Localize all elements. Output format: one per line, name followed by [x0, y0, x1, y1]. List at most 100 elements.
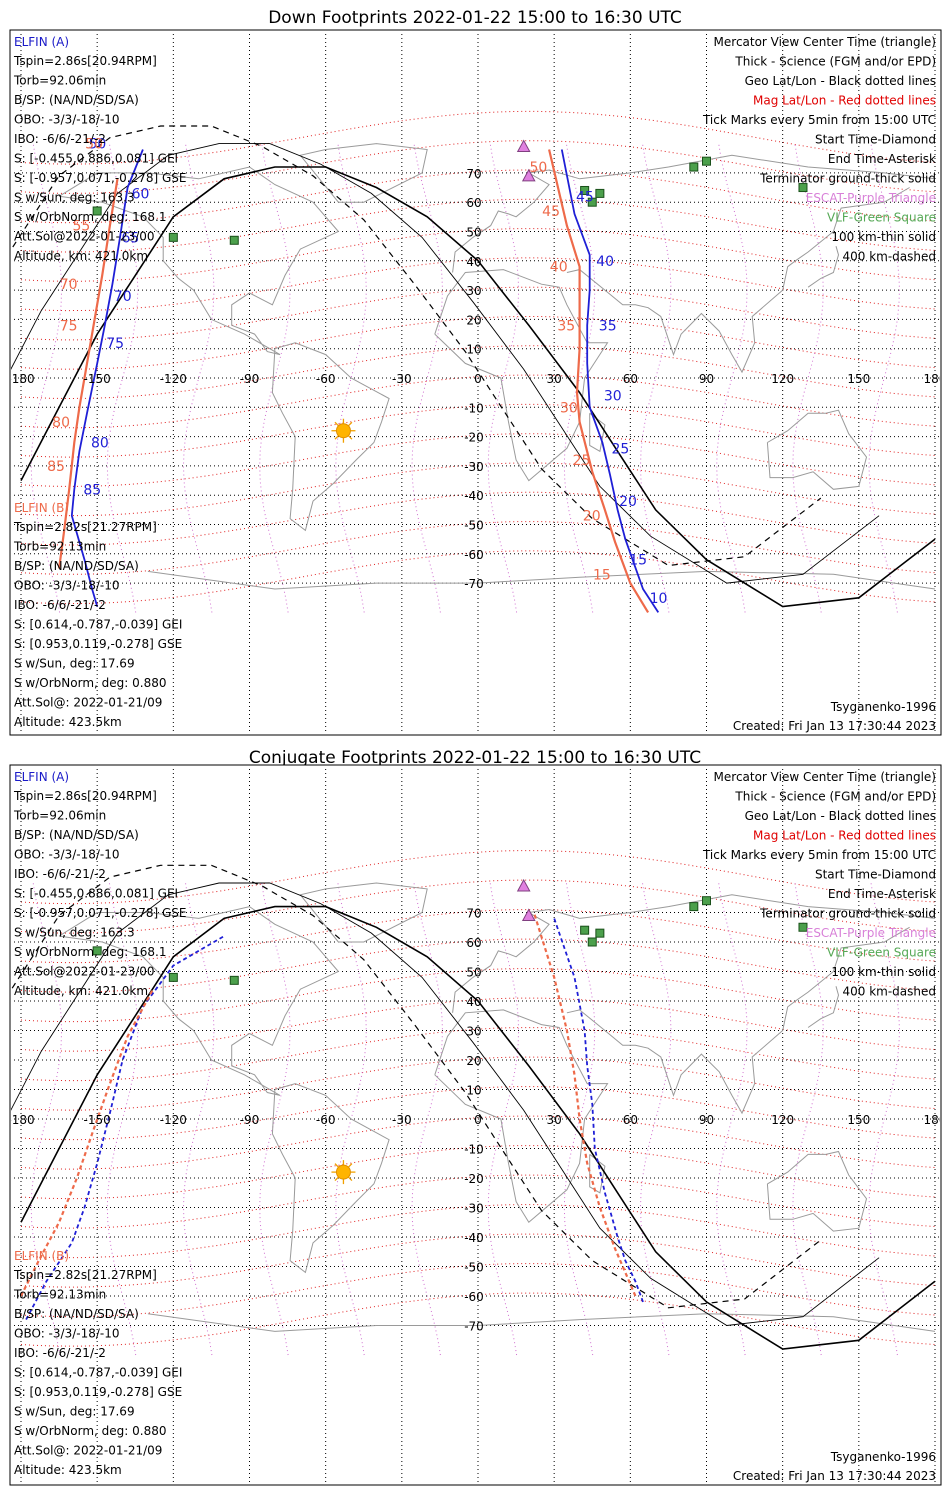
elfin-b-line: Tspin=2.82s[21.27RPM]	[13, 1268, 157, 1282]
map-area: 10 15 20 25 30 35 40 45 50 60 65 70 75 80 85 15 20 25 30 35…	[7, 31, 947, 734]
elfin-a-line: Altitude, km: 421.0km	[14, 249, 148, 263]
tick-label-b: 85	[47, 459, 65, 475]
panel-conj: Conjugate Footprints 2022-01-22 15:00 to…	[7, 748, 942, 1486]
mag-lon-line	[639, 882, 672, 1356]
mag-lon-line	[792, 143, 824, 613]
tick-label-b: 45	[542, 204, 560, 220]
sun-icon	[331, 418, 356, 443]
y-tick-label: 30	[466, 1025, 481, 1039]
escat-triangle	[516, 139, 531, 153]
mag-lat-line	[20, 433, 936, 487]
x-tick-label: 150	[847, 1113, 870, 1127]
mag-lat-line	[20, 1204, 936, 1259]
legend-entry: Geo Lat/Lon - Black dotted lines	[745, 809, 936, 823]
coastline	[807, 246, 840, 288]
elfin-b-info: ELFIN (B) Tspin=2.82s[21.27RPM] Torb=92.13…	[13, 1249, 182, 1477]
mag-lon-line	[716, 882, 748, 1356]
x-tick-label: 60	[623, 1113, 638, 1127]
orbit-track-a	[553, 918, 644, 1303]
sun-icon	[331, 1160, 356, 1185]
x-tick-label: -180	[7, 1113, 34, 1127]
vlf-square	[702, 896, 711, 906]
elfin-b-line: S w/OrbNorm, deg: 0.880	[14, 1424, 166, 1438]
mag-lon-line	[487, 882, 520, 1356]
legend-entry: Mag Lat/Lon - Red dotted lines	[753, 829, 936, 843]
elfin-a-line: S w/Sun, deg: 163.3	[14, 926, 135, 940]
terminator-400km	[11, 864, 822, 1309]
elfin-b-line: S w/Sun, deg: 17.69	[14, 657, 135, 671]
tick-label-a: 85	[83, 482, 101, 498]
y-tick-label: -60	[464, 548, 484, 562]
legend-entry: Start Time-Diamond	[815, 133, 936, 147]
tick-label-b: 55	[72, 219, 90, 235]
y-tick-label: -20	[464, 1172, 484, 1186]
legend-entry: Mercator View Center Time (triangle)	[714, 35, 936, 49]
legend-entry: End Time-Asterisk	[828, 152, 936, 166]
x-tick-label: 180	[924, 372, 947, 386]
mag-lon-line	[106, 143, 139, 613]
elfin-b-line: S w/OrbNorm, deg: 0.880	[14, 676, 166, 690]
vlf-square	[587, 937, 597, 947]
legend-entry: 100 km-thin solid	[831, 230, 936, 244]
x-tick-label: 120	[771, 1113, 794, 1127]
elfin-b-line: S: [0.614,-0.787,-0.039] GEI	[14, 618, 182, 632]
x-tick-label: -180	[7, 372, 34, 386]
elfin-b-line: Altitude: 423.5km	[14, 1463, 122, 1477]
elfin-b-line: Torb=92.13min	[13, 540, 106, 554]
legend-entry: VLF-Green Square	[827, 211, 936, 225]
tick-label-b: 30	[560, 400, 578, 416]
tick-label-a: 70	[114, 289, 132, 305]
coastlines	[58, 882, 936, 1332]
y-tick-label: 40	[466, 995, 481, 1009]
plot-frame	[9, 764, 942, 1486]
mag-lat-line	[20, 1233, 936, 1288]
x-tick-label: -60	[316, 1113, 336, 1127]
escat-triangle	[521, 168, 536, 182]
x-tick-label: 60	[623, 372, 638, 386]
mag-lat-line	[20, 997, 936, 1052]
legend-entry: Terminator ground-thick solid	[759, 172, 936, 186]
elfin-b-line: S: [0.953,0.119,-0.278] GSE	[14, 637, 182, 651]
vlf-square	[168, 972, 178, 982]
tick-label-b: 70	[60, 277, 78, 293]
tick-label-a: 35	[599, 318, 617, 334]
elfin-a-line: Tspin=2.86s[20.94RPM]	[13, 789, 157, 803]
tick-label-a: 25	[611, 441, 629, 457]
y-tick-label: 30	[466, 284, 481, 298]
tick-label-a: 10	[650, 591, 668, 607]
tick-label-b: 80	[52, 415, 70, 431]
elfin-a-line: Torb=92.06min	[13, 74, 106, 88]
vlf-square	[587, 197, 597, 207]
elfin-b-name: ELFIN (B)	[14, 501, 69, 515]
mag-lat-line	[20, 968, 936, 1023]
orbit-track-b	[58, 178, 119, 569]
mag-lon-line	[868, 882, 901, 1356]
legend-entry: Start Time-Diamond	[815, 868, 936, 882]
legend-entry: End Time-Asterisk	[828, 887, 936, 901]
legend-entry: 100 km-thin solid	[831, 965, 936, 979]
legend-entry: Thick - Science (FGM and/or EPD)	[734, 790, 936, 804]
coastline	[766, 1150, 868, 1232]
escat-triangle	[516, 878, 531, 892]
y-tick-label: -60	[464, 1290, 484, 1304]
created-label: Created: Fri Jan 13 17:30:44 2023	[733, 719, 936, 733]
elfin-a-line: S w/OrbNorm, deg: 168.1	[14, 210, 166, 224]
orbit-track-a	[25, 935, 225, 1321]
mag-lat-line	[20, 550, 936, 605]
elfin-b-line: Att.Sol@: 2022-01-21/09	[14, 1444, 162, 1458]
sun-disc	[335, 1164, 351, 1180]
x-tick-label: 120	[771, 372, 794, 386]
mag-lat-line	[20, 110, 936, 165]
tick-label-a: 45	[576, 189, 594, 205]
elfin-a-line: S: [-0.455,0.886,0.081] GEI	[14, 152, 178, 166]
sun-ray	[334, 421, 339, 427]
coastline	[452, 154, 936, 273]
y-tick-label: 10	[466, 1084, 481, 1098]
mag-lon-line	[411, 143, 444, 613]
orbit-track-a	[70, 149, 144, 607]
tick-label-a: 60	[132, 186, 150, 202]
mag-lat-line	[20, 1145, 936, 1200]
elfin-b-line: Tspin=2.82s[21.27RPM]	[13, 520, 157, 534]
geo-grid	[11, 766, 940, 1484]
elfin-a-line: S w/Sun, deg: 163.3	[14, 191, 135, 205]
